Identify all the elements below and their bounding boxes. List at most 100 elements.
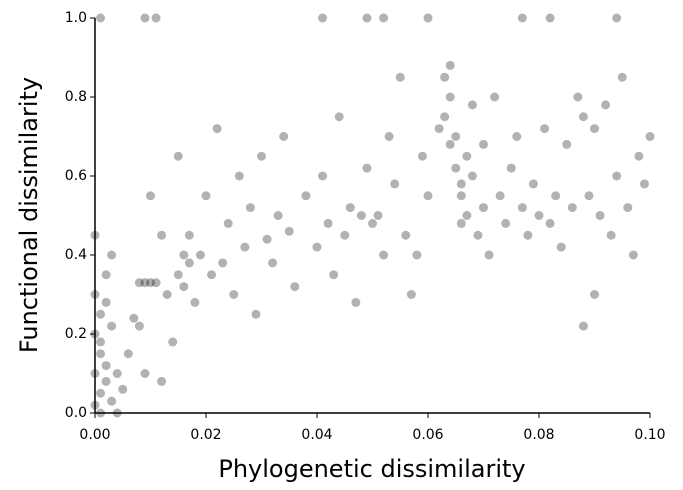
y-tick-label: 0.4: [65, 247, 87, 263]
point: [112, 369, 122, 378]
y-axis-title: Functional dissimilarity: [15, 77, 43, 353]
point: [451, 132, 461, 141]
point: [379, 13, 389, 23]
y-tick-label: 0.6: [65, 168, 87, 184]
point: [173, 151, 183, 161]
point: [545, 218, 555, 228]
point: [112, 408, 122, 418]
y-tick-label: 1.0: [65, 10, 87, 26]
point: [229, 290, 239, 299]
point: [479, 139, 488, 149]
point: [495, 191, 505, 201]
x-tick-label: 0.04: [301, 427, 332, 443]
point: [479, 203, 488, 213]
point: [567, 203, 577, 213]
point: [318, 171, 328, 181]
point: [517, 203, 527, 213]
point: [384, 132, 394, 141]
point: [412, 250, 422, 260]
point: [101, 297, 111, 307]
point: [129, 313, 139, 323]
point: [490, 92, 500, 102]
point: [456, 191, 466, 201]
point: [356, 211, 366, 220]
point: [362, 163, 372, 173]
point: [456, 179, 466, 189]
point: [123, 349, 133, 359]
point: [440, 72, 450, 82]
point: [96, 309, 106, 319]
point: [340, 230, 350, 240]
point: [290, 282, 300, 292]
point: [184, 230, 194, 240]
point: [223, 218, 233, 228]
point: [90, 230, 100, 240]
point: [467, 100, 477, 110]
point: [146, 191, 155, 201]
point: [134, 278, 144, 288]
point: [140, 278, 150, 288]
point: [534, 211, 544, 220]
point: [623, 203, 633, 213]
x-axis-title: Phylogenetic dissimilarity: [218, 455, 525, 483]
point: [595, 211, 605, 220]
y-tick-label: 0.8: [65, 89, 87, 105]
point: [573, 92, 583, 102]
point: [462, 211, 472, 220]
point: [96, 349, 106, 359]
point: [562, 139, 572, 149]
point: [284, 226, 294, 236]
point: [601, 100, 611, 110]
point: [606, 230, 616, 240]
point: [134, 321, 144, 331]
point: [634, 151, 644, 161]
point: [96, 388, 106, 398]
point: [362, 13, 372, 23]
point: [628, 250, 638, 260]
point: [445, 60, 455, 70]
point: [584, 191, 594, 201]
point: [639, 179, 649, 189]
point: [179, 282, 189, 292]
point: [101, 361, 111, 371]
point: [207, 270, 217, 280]
point: [168, 337, 178, 347]
point: [162, 290, 172, 299]
point: [423, 191, 433, 201]
point: [190, 297, 200, 307]
point: [540, 124, 550, 134]
point: [279, 132, 289, 141]
point: [151, 278, 161, 288]
point: [545, 13, 555, 23]
point: [323, 218, 333, 228]
point: [390, 179, 400, 189]
point: [251, 309, 261, 319]
point: [590, 124, 599, 134]
point: [240, 242, 250, 252]
point: [445, 139, 455, 149]
point: [406, 290, 416, 299]
point: [107, 321, 117, 331]
point: [146, 278, 155, 288]
point: [368, 218, 377, 228]
point: [107, 396, 117, 406]
point: [101, 376, 111, 386]
point: [456, 218, 466, 228]
x-tick-label: 0.00: [79, 427, 110, 443]
point: [301, 191, 311, 201]
point: [273, 211, 283, 220]
point: [262, 234, 272, 244]
point: [151, 13, 161, 23]
point: [373, 211, 383, 220]
point: [440, 112, 450, 122]
x-tick-label: 0.08: [523, 427, 554, 443]
point: [268, 258, 278, 268]
point: [234, 171, 244, 181]
point: [96, 337, 106, 347]
point: [512, 132, 522, 141]
point: [329, 270, 339, 280]
point: [517, 13, 527, 23]
point: [140, 369, 150, 378]
point: [118, 384, 128, 394]
